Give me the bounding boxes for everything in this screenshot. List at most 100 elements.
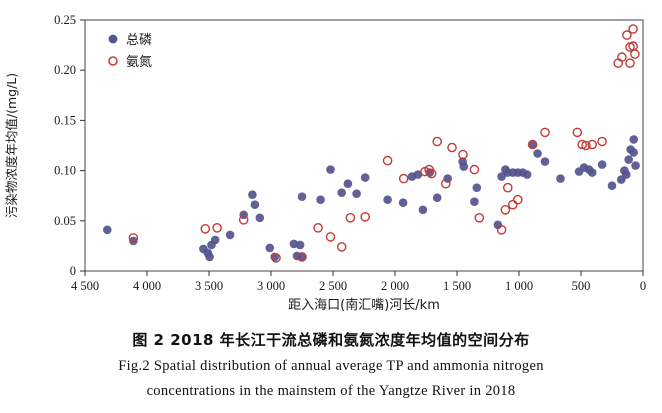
nh3-point bbox=[502, 182, 513, 193]
figure-caption-english-line1: Fig.2 Spatial distribution of annual ave… bbox=[118, 358, 544, 374]
nh3-point bbox=[345, 212, 356, 223]
x-tick-label: 2 000 bbox=[381, 279, 409, 293]
nh3-point bbox=[581, 140, 591, 151]
nh3-point bbox=[398, 173, 409, 184]
tp-point bbox=[398, 198, 408, 207]
nh3-point bbox=[496, 224, 507, 235]
tp-point bbox=[624, 155, 633, 164]
y-tick-label: 0.10 bbox=[54, 164, 76, 178]
nh3-point bbox=[630, 49, 640, 59]
x-tick-label: 500 bbox=[572, 279, 591, 293]
tp-point bbox=[629, 148, 638, 157]
tp-point bbox=[295, 240, 305, 250]
tp-point bbox=[472, 183, 482, 192]
tp-point bbox=[360, 173, 370, 182]
tp-point bbox=[459, 162, 469, 171]
tp-point bbox=[418, 205, 428, 215]
tp-point bbox=[587, 168, 597, 177]
nh3-point bbox=[128, 233, 139, 243]
x-tick-label: 3 000 bbox=[257, 279, 285, 293]
nh3-point bbox=[325, 232, 336, 242]
nh3-point bbox=[628, 24, 638, 34]
tp-point bbox=[629, 135, 638, 144]
y-tick-label: 0.20 bbox=[54, 63, 76, 77]
y-axis-title: 污染物浓度年均值/(mg/L) bbox=[4, 73, 19, 218]
legend-nh3-label: 氨氮 bbox=[126, 55, 152, 70]
nh3-point bbox=[297, 252, 307, 262]
nh3-point bbox=[587, 139, 598, 150]
tp-point bbox=[540, 157, 550, 166]
y-tick-label: 0.05 bbox=[54, 214, 76, 228]
nh3-point bbox=[622, 30, 632, 40]
tp-point bbox=[265, 243, 275, 253]
tp-point bbox=[316, 195, 325, 204]
tp-point bbox=[528, 140, 537, 149]
tp-point bbox=[493, 220, 503, 230]
nh3-point bbox=[507, 199, 518, 210]
tp-point bbox=[103, 225, 112, 235]
legend-nh3-marker-icon bbox=[108, 56, 118, 66]
y-tick-label: 0.15 bbox=[54, 113, 76, 127]
nh3-point bbox=[360, 211, 371, 222]
figure-caption-chinese: 图 2 2018 年长江干流总磷和氨氮浓度年均值的空间分布 bbox=[132, 331, 530, 349]
x-tick-label: 2 500 bbox=[319, 279, 347, 293]
tp-point bbox=[497, 172, 506, 181]
nh3-point bbox=[382, 155, 393, 166]
x-tick-label: 1 500 bbox=[443, 279, 471, 293]
nh3-point bbox=[577, 139, 588, 150]
x-tick-label: 4 000 bbox=[133, 279, 161, 293]
nh3-point bbox=[313, 222, 323, 233]
tp-point bbox=[326, 165, 335, 174]
x-axis-title: 距入海口(南汇嘴)河长/km bbox=[288, 297, 440, 313]
nh3-point bbox=[597, 136, 607, 147]
nh3-point bbox=[613, 58, 624, 69]
nh3-point bbox=[513, 194, 523, 205]
x-tick-label: 1 000 bbox=[505, 279, 533, 293]
figure-caption-english-line2: concentrations in the mainstem of the Ya… bbox=[146, 383, 516, 399]
tp-point bbox=[432, 193, 442, 202]
tp-point bbox=[597, 160, 607, 169]
tp-point bbox=[297, 252, 307, 262]
tp-point bbox=[631, 161, 640, 170]
nh3-point bbox=[432, 136, 443, 147]
tp-point bbox=[533, 149, 542, 158]
tp-point bbox=[343, 179, 353, 188]
x-tick-label: 3 500 bbox=[195, 279, 223, 293]
tp-point bbox=[622, 170, 631, 179]
tp-point bbox=[225, 230, 235, 240]
y-tick-label: 0.25 bbox=[54, 13, 76, 27]
plot-frame bbox=[84, 19, 644, 272]
tp-point bbox=[337, 188, 347, 197]
tp-point bbox=[129, 236, 138, 246]
x-tick-label: 0 bbox=[640, 279, 646, 293]
nh3-point bbox=[447, 142, 457, 153]
nh3-point bbox=[440, 178, 451, 189]
tp-point bbox=[413, 170, 423, 179]
tp-point bbox=[205, 252, 214, 262]
tp-point bbox=[522, 170, 532, 179]
nh3-point bbox=[625, 58, 635, 69]
tp-point bbox=[210, 235, 220, 245]
legend-tp-label: 总磷 bbox=[126, 33, 152, 48]
nh3-point bbox=[572, 127, 583, 138]
legend-tp-marker-icon bbox=[108, 34, 118, 44]
nh3-point bbox=[336, 242, 347, 252]
figure-captions: 图 2 2018 年长江干流总磷和氨氮浓度年均值的空间分布 Fig.2 Spat… bbox=[0, 329, 662, 400]
nh3-point bbox=[426, 168, 437, 179]
nh3-point bbox=[238, 214, 249, 225]
nh3-point bbox=[500, 204, 511, 215]
tp-point bbox=[250, 200, 260, 209]
nh3-point bbox=[458, 149, 468, 160]
nh3-point bbox=[617, 52, 627, 62]
y-tick-label: 0 bbox=[70, 264, 76, 278]
nh3-point bbox=[540, 127, 550, 138]
tp-point bbox=[470, 197, 479, 206]
tp-point bbox=[255, 213, 265, 223]
x-tick-label: 4 500 bbox=[71, 279, 99, 293]
tp-point bbox=[383, 195, 392, 204]
nh3-point bbox=[469, 164, 480, 175]
tp-point bbox=[248, 190, 257, 199]
tp-point bbox=[352, 189, 361, 198]
tp-point bbox=[556, 174, 565, 183]
